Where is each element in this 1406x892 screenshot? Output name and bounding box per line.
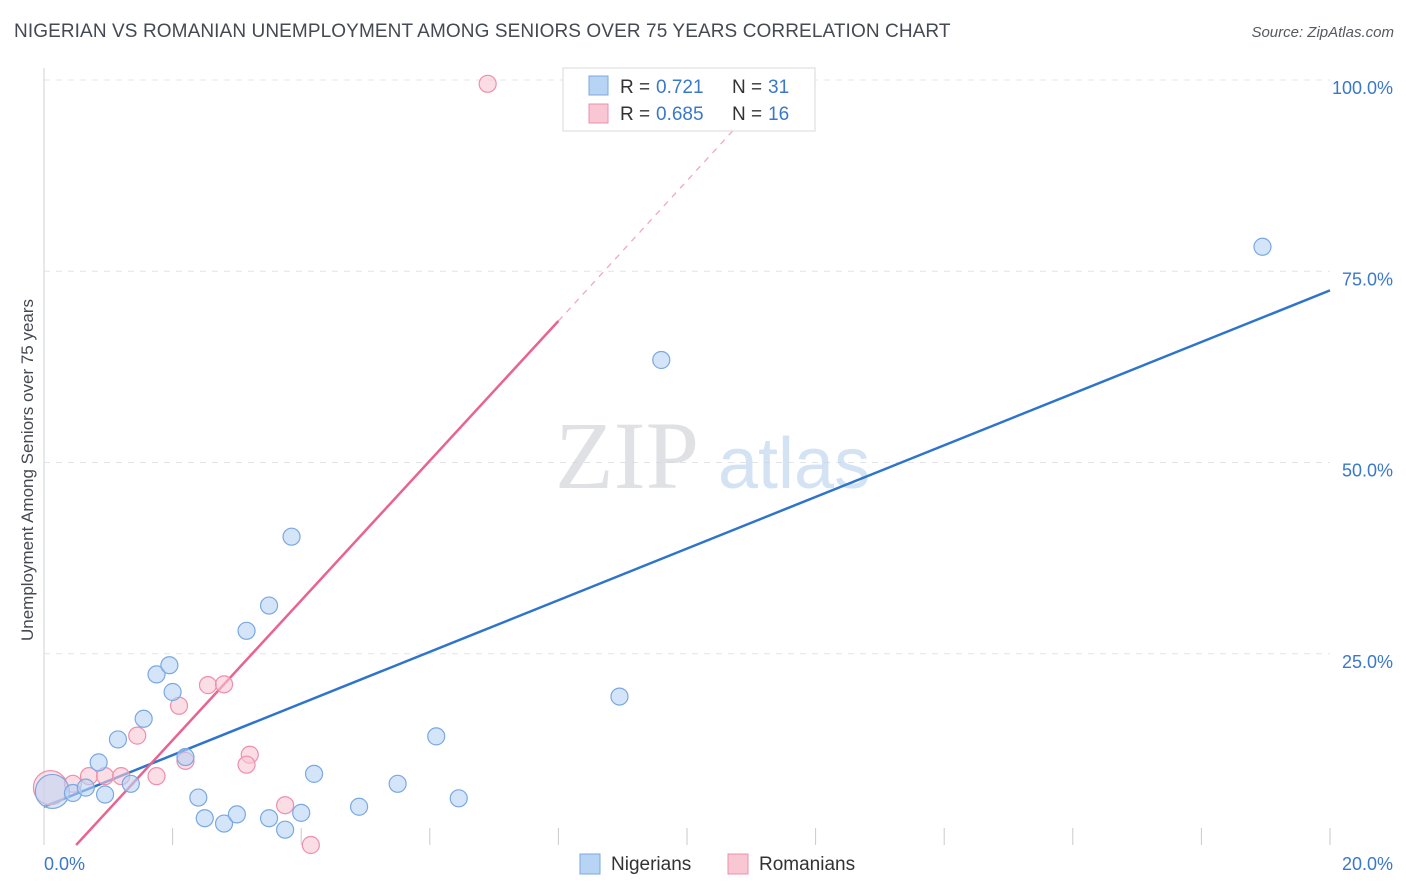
x-tick-label-0: 0.0%	[44, 854, 85, 874]
point-nigerians-24	[388, 774, 407, 793]
point-nigerians-16	[237, 621, 256, 640]
point-nigerians-21	[292, 803, 311, 822]
series-legend: Nigerians Romanians	[579, 853, 855, 875]
point-nigerians-5	[121, 774, 140, 793]
point-romanians-13	[276, 796, 295, 815]
point-romanians-15	[478, 74, 497, 93]
trend-line-romanians	[75, 320, 560, 846]
trend-line-nigerians	[43, 289, 1331, 808]
watermark-zip: ZIP	[555, 402, 699, 509]
point-romanians-14	[301, 835, 320, 855]
legend-label-romanians: Romanians	[759, 854, 855, 875]
stats-legend: R = 0.721 N = 31 R = 0.685 N = 16	[562, 67, 816, 132]
gridlines	[44, 79, 1330, 655]
watermark: ZIP atlas	[555, 402, 870, 509]
point-nigerians-29	[1253, 237, 1272, 256]
point-nigerians-23	[349, 797, 369, 816]
watermark-atlas: atlas	[718, 424, 870, 504]
chart-title: NIGERIAN VS ROMANIAN UNEMPLOYMENT AMONG …	[14, 21, 951, 42]
stats-r-label-2: R =	[620, 104, 650, 125]
y-axis-label: Unemployment Among Seniors over 75 years	[18, 298, 37, 642]
axes	[43, 68, 1331, 845]
point-nigerians-11	[176, 747, 195, 767]
point-nigerians-10	[163, 682, 182, 702]
point-nigerians-26	[449, 789, 468, 808]
source-label: Source: ZipAtlas.com	[1251, 24, 1394, 41]
point-nigerians-27	[610, 687, 629, 706]
point-nigerians-9	[160, 656, 179, 675]
tick-labels: 25.0% 50.0% 75.0% 100.0% 0.0% 20.0%	[44, 78, 1393, 874]
scatter-points	[32, 74, 1272, 855]
point-nigerians-17	[259, 809, 279, 828]
stats-n-value-2: 16	[768, 104, 789, 125]
point-nigerians-7	[134, 709, 153, 728]
stats-r-label-1: R =	[620, 77, 650, 98]
trend-lines	[43, 110, 1331, 846]
trend-line-extension-romanians	[557, 110, 752, 322]
y-tick-label-2: 75.0%	[1342, 269, 1393, 289]
point-nigerians-20	[282, 527, 301, 546]
legend-label-nigerians: Nigerians	[611, 854, 691, 875]
stats-n-label-2: N =	[732, 104, 762, 125]
point-nigerians-13	[195, 809, 214, 828]
point-nigerians-8	[147, 665, 166, 684]
point-nigerians-4	[95, 785, 115, 804]
y-tick-label-0: 25.0%	[1342, 652, 1393, 672]
point-nigerians-14	[214, 814, 234, 833]
point-nigerians-2	[76, 778, 95, 797]
x-tick-label-1: 20.0%	[1342, 854, 1393, 874]
y-tick-label-1: 50.0%	[1342, 461, 1393, 481]
point-nigerians-15	[227, 805, 246, 824]
point-nigerians-12	[189, 788, 208, 807]
stats-r-value-2: 0.685	[656, 104, 704, 125]
legend-swatch-romanians	[727, 853, 749, 875]
legend-swatch-nigerians	[579, 853, 601, 875]
stats-legend-swatch-romanians	[588, 103, 609, 124]
stats-legend-swatch-nigerians	[588, 75, 609, 96]
point-romanians-12	[237, 755, 256, 774]
point-romanians-10	[214, 675, 234, 694]
point-nigerians-19	[276, 820, 295, 839]
point-romanians-6	[147, 767, 166, 786]
stats-n-value-1: 31	[768, 77, 789, 98]
y-tick-label-3: 100.0%	[1332, 78, 1393, 98]
y-axis-label-wrap: Unemployment Among Seniors over 75 years	[8, 120, 48, 820]
point-nigerians-28	[652, 350, 671, 370]
point-nigerians-25	[427, 727, 446, 746]
point-nigerians-22	[304, 764, 324, 783]
stats-n-label-1: N =	[732, 77, 762, 98]
point-nigerians-6	[108, 730, 128, 749]
stats-r-value-1: 0.721	[656, 77, 704, 98]
point-nigerians-18	[259, 596, 279, 615]
point-romanians-9	[198, 676, 218, 695]
point-romanians-5	[128, 726, 147, 745]
point-nigerians-3	[89, 753, 108, 772]
